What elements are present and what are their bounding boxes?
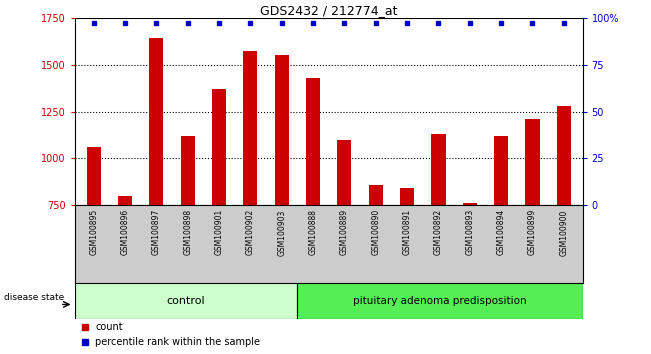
Text: GSM100891: GSM100891 bbox=[402, 209, 411, 255]
Bar bbox=[368, 185, 383, 205]
Bar bbox=[243, 51, 257, 205]
Bar bbox=[181, 136, 195, 205]
Text: GSM100896: GSM100896 bbox=[120, 209, 130, 256]
Text: GSM100889: GSM100889 bbox=[340, 209, 349, 255]
Text: GSM100901: GSM100901 bbox=[215, 209, 223, 256]
Bar bbox=[87, 147, 101, 205]
Text: GSM100895: GSM100895 bbox=[89, 209, 98, 256]
Bar bbox=[297, 283, 583, 319]
Text: GSM100890: GSM100890 bbox=[371, 209, 380, 256]
Bar bbox=[275, 55, 289, 205]
Text: GSM100897: GSM100897 bbox=[152, 209, 161, 256]
Text: pituitary adenoma predisposition: pituitary adenoma predisposition bbox=[353, 296, 527, 306]
Text: GSM100902: GSM100902 bbox=[246, 209, 255, 256]
Text: GSM100903: GSM100903 bbox=[277, 209, 286, 256]
Text: count: count bbox=[95, 321, 123, 332]
Text: GSM100899: GSM100899 bbox=[528, 209, 537, 256]
Bar bbox=[212, 89, 226, 205]
Text: disease state: disease state bbox=[4, 293, 64, 302]
Bar bbox=[306, 78, 320, 205]
Text: GSM100900: GSM100900 bbox=[559, 209, 568, 256]
Bar bbox=[463, 204, 477, 205]
Bar bbox=[525, 119, 540, 205]
Bar bbox=[400, 188, 414, 205]
Text: percentile rank within the sample: percentile rank within the sample bbox=[95, 337, 260, 348]
Bar bbox=[557, 106, 571, 205]
Bar bbox=[337, 139, 352, 205]
Title: GDS2432 / 212774_at: GDS2432 / 212774_at bbox=[260, 4, 398, 17]
Text: GSM100894: GSM100894 bbox=[497, 209, 506, 256]
Text: GSM100892: GSM100892 bbox=[434, 209, 443, 255]
Text: GSM100888: GSM100888 bbox=[309, 209, 318, 255]
Text: GSM100893: GSM100893 bbox=[465, 209, 475, 256]
Bar bbox=[75, 283, 297, 319]
Text: control: control bbox=[167, 296, 205, 306]
Bar bbox=[149, 38, 163, 205]
Bar bbox=[494, 136, 508, 205]
Bar bbox=[432, 134, 445, 205]
Text: GSM100898: GSM100898 bbox=[183, 209, 192, 255]
Bar bbox=[118, 196, 132, 205]
